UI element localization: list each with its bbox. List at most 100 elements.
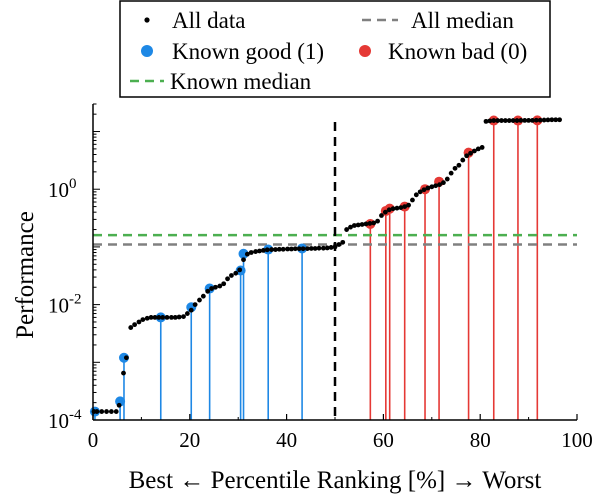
point-all-data-89: [444, 176, 450, 182]
point-all-data-98: [479, 145, 485, 150]
point-all-data-109: [522, 117, 528, 123]
point-all-data-52: [300, 246, 306, 252]
point-all-data-72: [379, 213, 384, 218]
point-all-data-45: [273, 247, 278, 252]
stems-known-good: [94, 248, 303, 420]
point-all-data-79: [406, 202, 411, 208]
point-all-data-48: [285, 246, 290, 252]
point-all-data-28: [205, 288, 211, 294]
y-axis-label: Performance: [12, 211, 39, 339]
point-all-data-10: [132, 322, 138, 328]
point-all-data-106: [510, 118, 516, 123]
legend: All data All median Known good (1) Known…: [119, 0, 551, 98]
point-all-data-95: [468, 150, 473, 156]
point-all-data-94: [464, 153, 470, 159]
point-all-data-80: [410, 197, 415, 203]
point-all-data-33: [225, 276, 230, 282]
y-tick-label-base-0: 10: [48, 409, 69, 433]
point-all-data-60: [332, 244, 338, 250]
point-all-data-39: [248, 250, 254, 255]
point-all-data-70: [371, 220, 377, 226]
point-all-data-24: [188, 307, 194, 313]
point-all-data-62: [340, 239, 346, 245]
point-all-data-43: [264, 247, 270, 253]
point-all-data-27: [200, 293, 206, 299]
point-all-data-107: [514, 118, 520, 123]
point-all-data-46: [276, 246, 282, 252]
point-all-data-113: [537, 117, 543, 123]
point-all-data-77: [398, 205, 404, 211]
point-known-good-2: [118, 352, 129, 363]
point-all-data-50: [292, 246, 298, 252]
legend-label-all-median: All median: [411, 8, 514, 33]
x-axis-label: Best ← Percentile Ranking [%] → Worst: [129, 467, 542, 494]
point-all-data-71: [375, 218, 380, 224]
point-all-data-51: [296, 246, 302, 252]
point-all-data-84: [425, 185, 431, 191]
point-all-data-53: [305, 246, 310, 252]
point-all-data-36: [237, 267, 243, 273]
point-all-data-110: [526, 117, 531, 123]
point-all-data-30: [213, 284, 218, 290]
point-all-data-92: [456, 162, 462, 168]
point-all-data-111: [530, 117, 535, 123]
point-all-data-42: [260, 248, 266, 253]
point-all-data-16: [156, 315, 162, 320]
point-all-data-12: [140, 317, 146, 322]
point-all-data-57: [320, 245, 326, 251]
point-all-data-105: [506, 118, 512, 123]
point-all-data-59: [328, 245, 334, 250]
point-all-data-34: [229, 273, 234, 278]
series-known-bad: [365, 115, 543, 229]
point-known-good-7: [238, 248, 249, 259]
point-all-data-108: [518, 117, 524, 123]
point-all-data-87: [437, 182, 442, 188]
legend-frame: [119, 0, 551, 98]
point-all-data-93: [460, 157, 466, 163]
y-tick-label-base-2: 10: [48, 178, 69, 202]
series-all-data: [91, 117, 562, 414]
point-all-data-31: [217, 283, 223, 289]
point-all-data-4: [108, 409, 114, 414]
x-ticks: 0 20 40 60 80 100: [88, 414, 593, 452]
point-all-data-19: [169, 315, 174, 320]
point-all-data-11: [136, 319, 142, 325]
point-all-data-102: [495, 118, 501, 123]
point-all-data-104: [502, 118, 508, 123]
point-all-data-49: [289, 246, 294, 252]
point-all-data-117: [553, 117, 559, 123]
point-all-data-56: [316, 245, 322, 251]
point-all-data-6: [116, 402, 122, 408]
legend-marker-all-data: [144, 17, 150, 23]
point-all-data-23: [184, 311, 190, 316]
point-all-data-5: [113, 409, 119, 414]
point-all-data-116: [549, 117, 555, 123]
legend-label-known-median: Known median: [170, 69, 312, 94]
point-all-data-65: [351, 223, 357, 228]
y-tick-label-2: 100: [48, 176, 77, 202]
legend-marker-known-good: [141, 45, 153, 57]
point-all-data-67: [359, 222, 365, 227]
y-tick-label-exp-1: -2: [69, 292, 82, 308]
x-tick-label-0: 0: [88, 428, 99, 452]
point-all-data-91: [452, 165, 458, 171]
x-tick-label-5: 100: [561, 428, 593, 452]
y-tick-label-1: 10-2: [48, 292, 82, 318]
legend-label-known-good: Known good (1): [172, 39, 324, 64]
point-all-data-118: [557, 117, 562, 123]
point-all-data-17: [160, 315, 166, 320]
point-all-data-74: [386, 207, 392, 213]
point-all-data-7: [121, 370, 126, 376]
point-all-data-85: [429, 184, 435, 190]
y-tick-label-exp-0: -4: [69, 407, 82, 423]
point-all-data-66: [355, 222, 361, 228]
point-all-data-90: [448, 170, 454, 176]
point-all-data-88: [441, 180, 446, 186]
point-all-data-86: [433, 183, 439, 189]
point-all-data-78: [402, 204, 408, 209]
point-all-data-13: [144, 315, 150, 321]
point-all-data-69: [367, 221, 373, 226]
stems-known-bad: [369, 120, 539, 420]
